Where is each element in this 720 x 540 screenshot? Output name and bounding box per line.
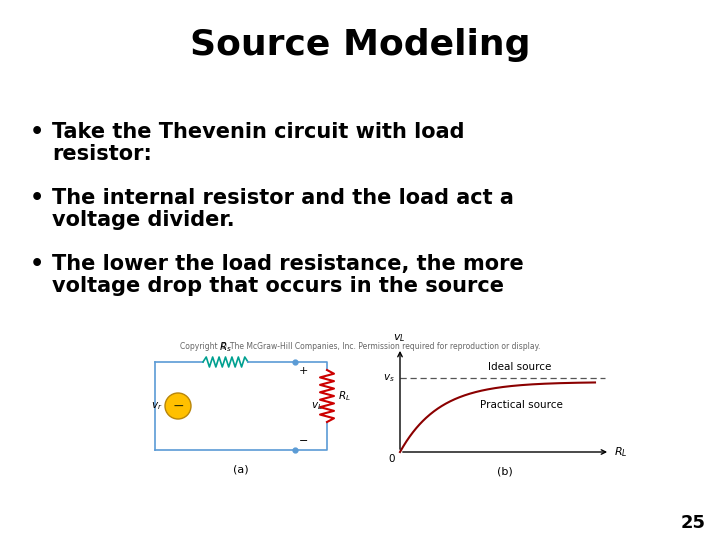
Text: $v_L$: $v_L$ <box>393 332 405 344</box>
Text: $v_s$: $v_s$ <box>383 372 395 384</box>
Circle shape <box>165 393 191 419</box>
Text: Copyright © The McGraw-Hill Companies, Inc. Permission required for reproduction: Copyright © The McGraw-Hill Companies, I… <box>180 342 540 351</box>
Text: Source Modeling: Source Modeling <box>190 28 530 62</box>
Text: $R_s$: $R_s$ <box>219 340 232 354</box>
Text: voltage drop that occurs in the source: voltage drop that occurs in the source <box>52 276 504 296</box>
Text: 25: 25 <box>681 514 706 532</box>
Text: The internal resistor and the load act a: The internal resistor and the load act a <box>52 188 514 208</box>
Text: •: • <box>30 254 44 274</box>
Text: voltage divider.: voltage divider. <box>52 210 235 230</box>
Text: −: − <box>299 436 308 446</box>
Text: resistor:: resistor: <box>52 144 152 164</box>
Text: $R_L$: $R_L$ <box>338 389 351 403</box>
Text: •: • <box>30 122 44 142</box>
Text: The lower the load resistance, the more: The lower the load resistance, the more <box>52 254 523 274</box>
Text: (b): (b) <box>497 466 513 476</box>
Text: (a): (a) <box>233 464 249 474</box>
Text: Ideal source: Ideal source <box>488 362 552 372</box>
Text: $v_r$: $v_r$ <box>150 400 162 412</box>
Text: Practical source: Practical source <box>480 400 563 410</box>
Text: −: − <box>172 399 184 413</box>
Text: +: + <box>299 366 308 376</box>
Text: $v_L$: $v_L$ <box>311 400 323 412</box>
Text: $R_L$: $R_L$ <box>614 445 628 459</box>
Text: Take the Thevenin circuit with load: Take the Thevenin circuit with load <box>52 122 464 142</box>
Text: •: • <box>30 188 44 208</box>
Text: 0: 0 <box>389 454 395 464</box>
